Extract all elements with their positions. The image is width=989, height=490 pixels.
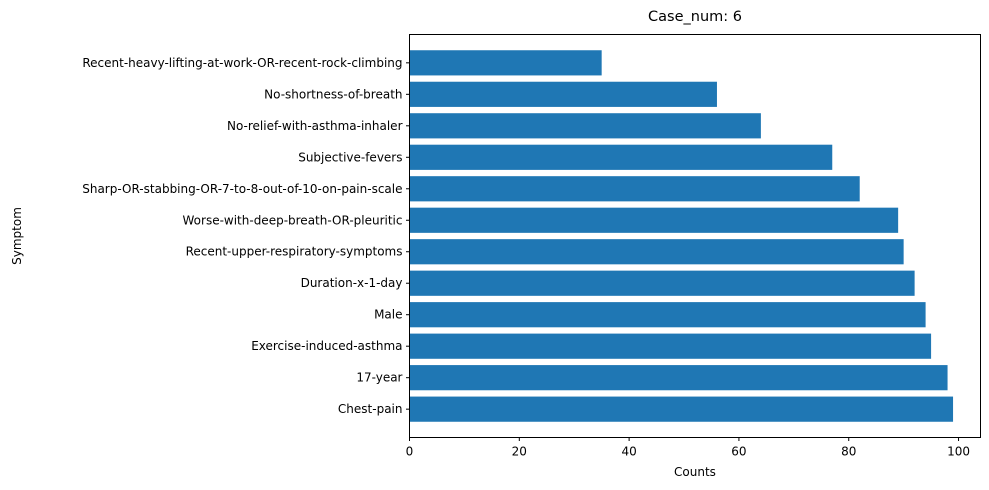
- bar: [409, 113, 761, 139]
- bar: [409, 333, 932, 359]
- x-axis-title: Counts: [674, 465, 716, 479]
- x-ticks-group: 0 20 40 60 80 100: [406, 437, 970, 459]
- y-tick-label: No-shortness-of-breath: [264, 87, 402, 101]
- x-tick-label: 0: [406, 445, 414, 459]
- y-tick-label: Chest-pain: [338, 402, 403, 416]
- bar: [409, 176, 860, 202]
- bars-group: [409, 50, 954, 422]
- x-tick-label: 20: [512, 445, 527, 459]
- y-tick-label: Male: [374, 308, 402, 322]
- y-tick-label: Recent-heavy-lifting-at-work-OR-recent-r…: [82, 56, 402, 70]
- bar: [409, 239, 904, 265]
- bar: [409, 207, 899, 233]
- chart-title: Case_num: 6: [648, 9, 742, 25]
- y-tick-label: Sharp-OR-stabbing-OR-7-to-8-out-of-10-on…: [82, 182, 402, 196]
- x-tick-label: 100: [947, 445, 970, 459]
- bar: [409, 396, 954, 422]
- bar: [409, 144, 833, 170]
- x-tick-label: 80: [841, 445, 856, 459]
- y-tick-label: Recent-upper-respiratory-symptoms: [186, 245, 403, 259]
- y-tick-label: Subjective-fevers: [298, 150, 402, 164]
- y-tick-label: Exercise-induced-asthma: [251, 339, 402, 353]
- y-axis-title: Symptom: [10, 207, 24, 265]
- bar: [409, 270, 915, 296]
- x-tick-label: 40: [621, 445, 636, 459]
- bar: [409, 50, 602, 76]
- bar: [409, 81, 717, 107]
- y-tick-label: Worse-with-deep-breath-OR-pleuritic: [183, 213, 403, 227]
- y-tick-label: Duration-x-1-day: [301, 276, 403, 290]
- x-tick-label: 60: [731, 445, 746, 459]
- bar: [409, 365, 948, 391]
- plot-frame: [409, 34, 981, 438]
- bar: [409, 302, 926, 328]
- y-tick-label: No-relief-with-asthma-inhaler: [227, 119, 403, 133]
- y-tick-label: 17-year: [356, 371, 402, 385]
- y-ticks-group: Chest-pain 17-year Exercise-induced-asthma…: [82, 56, 410, 416]
